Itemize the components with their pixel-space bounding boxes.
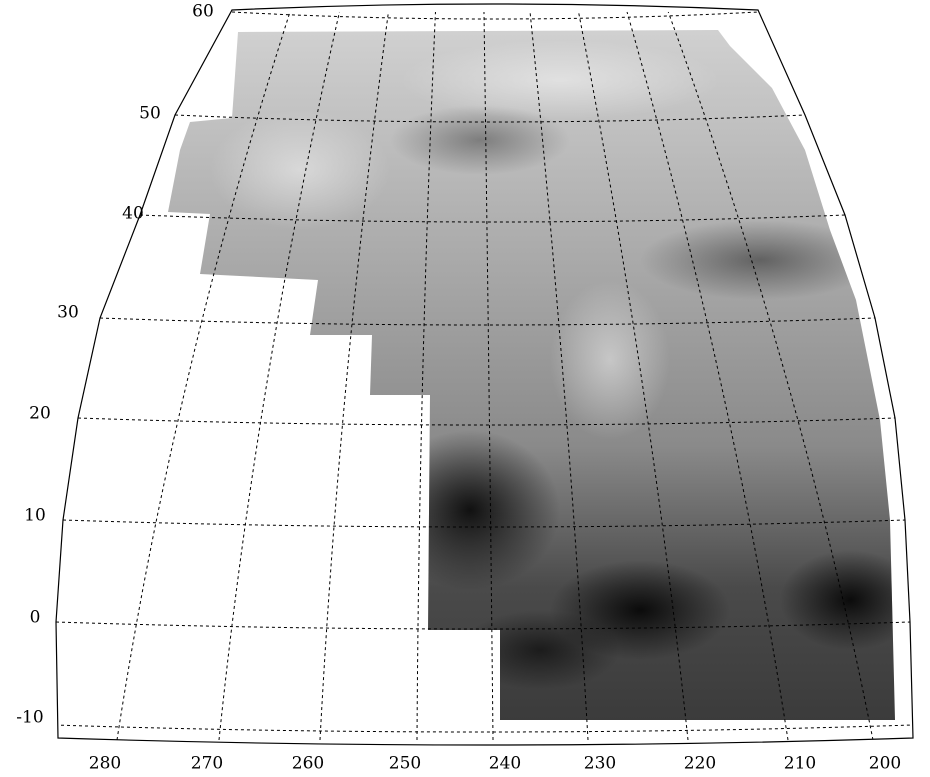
longitude-label: 250 bbox=[389, 754, 421, 774]
latitude-label: -10 bbox=[16, 708, 43, 728]
latitude-label: 20 bbox=[29, 404, 51, 424]
longitude-label: 240 bbox=[489, 754, 521, 774]
latitude-label: 60 bbox=[192, 2, 214, 22]
sky-map: 60 50 40 30 20 10 0 -10 280 270 260 250 240 230 220 210… bbox=[0, 0, 930, 777]
longitude-label: 270 bbox=[191, 754, 223, 774]
latitude-label: 40 bbox=[122, 204, 144, 224]
survey-image bbox=[150, 20, 920, 730]
longitude-label: 210 bbox=[784, 754, 816, 774]
longitude-label: 220 bbox=[684, 754, 716, 774]
longitude-label: 260 bbox=[292, 754, 324, 774]
longitude-label: 230 bbox=[584, 754, 616, 774]
latitude-label: 50 bbox=[139, 104, 161, 124]
page: 60 50 40 30 20 10 0 -10 280 270 260 250 240 230 220 210… bbox=[0, 0, 930, 777]
latitude-label: 30 bbox=[57, 303, 79, 323]
longitude-label: 280 bbox=[89, 754, 121, 774]
latitude-label: 10 bbox=[24, 506, 46, 526]
latitude-line bbox=[55, 725, 912, 732]
latitude-label: 0 bbox=[30, 608, 41, 628]
longitude-label: 200 bbox=[869, 754, 901, 774]
latitude-line bbox=[232, 12, 758, 19]
